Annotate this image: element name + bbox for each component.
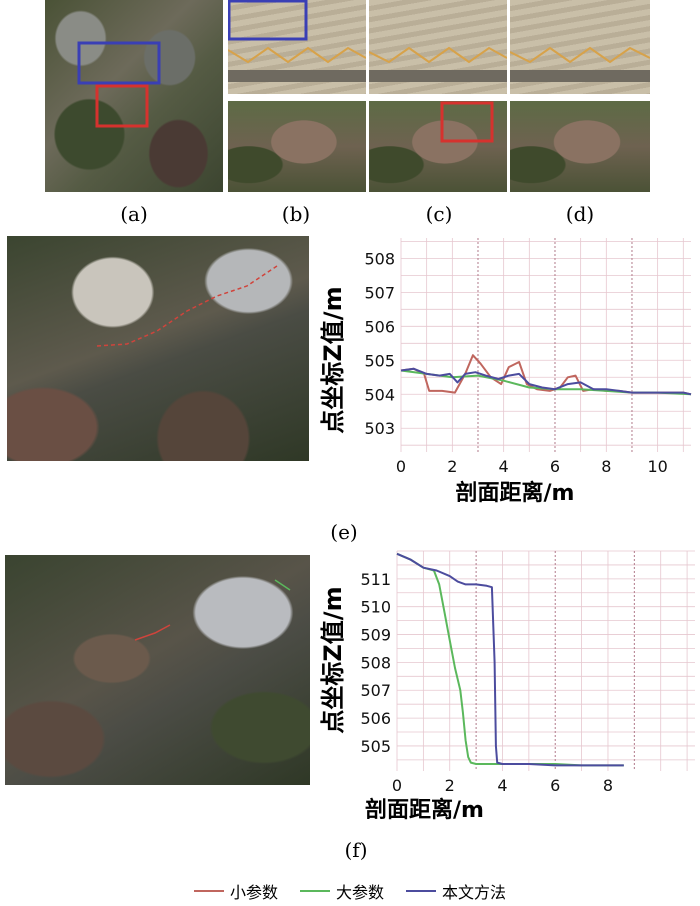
panel-e-aerial-image [7,236,309,461]
panel-label-b: (b) [281,202,311,226]
x-tick-label: 2 [447,457,457,476]
y-tick-label: 507 [360,681,391,700]
legend-label: 本文方法 [442,883,507,902]
blue-selection-box [228,0,308,41]
legend-label: 小参数 [229,883,278,902]
panel-label-f: (f) [344,838,368,862]
y-tick-label: 510 [360,598,391,617]
legend-item: 小参数 [193,879,278,903]
panel-label-c: (c) [425,202,453,226]
legend-swatch [299,890,330,892]
x-tick-label: 4 [499,457,509,476]
x-tick-label: 0 [392,776,402,795]
panel-a-aerial-image [45,0,223,192]
panel-b-road-crop [228,0,366,94]
y-tick-label: 508 [364,249,395,268]
x-tick-label: 8 [601,457,611,476]
legend-swatch [193,890,224,892]
legend: 小参数 大参数 本文方法 [0,878,700,904]
blue-selection-box [77,41,161,85]
series-line [396,552,624,767]
x-tick-label: 4 [497,776,507,795]
y-axis-label: 点坐标Z值/m [319,586,347,733]
legend-item: 本文方法 [406,879,506,903]
y-tick-label: 504 [364,385,395,404]
y-tick-label: 507 [364,283,395,302]
red-selection-box [440,101,494,143]
x-tick-label: 8 [603,776,613,795]
series-line [396,552,624,767]
x-tick-label: 6 [550,457,560,476]
y-tick-label: 508 [360,653,391,672]
panel-c-roof-crop [369,101,507,192]
y-tick-label: 503 [364,419,395,438]
red-selection-box [95,84,149,128]
panel-a-boxes [77,41,161,128]
grid [396,550,695,771]
x-axis-label: 剖面距离/m [456,480,575,506]
x-tick-label: 6 [550,776,560,795]
panel-b-roof-crop [228,101,366,192]
panel-d-road-crop [510,0,650,94]
y-tick-label: 505 [364,351,395,370]
legend-item: 大参数 [299,879,384,903]
panel-d-roof-crop [510,101,650,192]
series-line [400,367,692,396]
x-tick-label: 2 [445,776,455,795]
x-tick-label: 0 [396,457,406,476]
y-tick-label: 506 [364,317,395,336]
y-tick-label: 511 [360,570,391,589]
y-tick-label: 506 [360,709,391,728]
y-tick-label: 505 [360,737,391,756]
y-tick-label: 509 [360,626,391,645]
chart-e: 503 504 505 506 507 508 0 2 4 6 8 10 点坐标Z值/m 剖面距离/m [319,238,692,506]
panel-c-road-crop [369,0,507,94]
panel-label-e: (e) [330,520,358,544]
grid [400,238,691,452]
legend-swatch [406,890,436,892]
chart-f: 505 506 507 508 509 510 511 0 2 4 6 8 点坐标Z值/m 剖面距离/m [319,550,695,823]
panel-label-a: (a) [120,202,148,226]
y-axis-label: 点坐标Z值/m [319,286,347,433]
panel-label-d: (d) [565,202,595,226]
x-tick-label: 10 [647,457,667,476]
panel-f-aerial-image [5,555,310,785]
legend-label: 大参数 [335,883,384,902]
x-axis-label: 剖面距离/m [365,797,484,823]
